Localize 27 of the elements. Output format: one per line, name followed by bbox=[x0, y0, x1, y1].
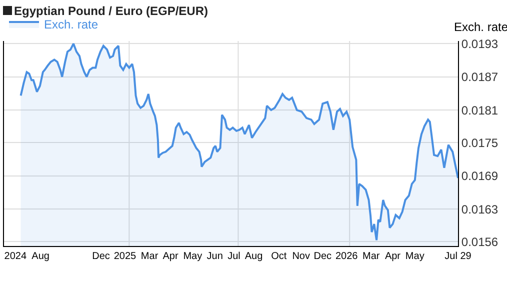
x-tick-label: May bbox=[405, 251, 424, 262]
x-tick-label: Aug bbox=[244, 251, 263, 262]
x-tick-label: Nov bbox=[292, 251, 310, 262]
x-tick-label: Mar bbox=[140, 251, 159, 262]
x-tick-label: 2025 bbox=[114, 251, 137, 262]
y-tick-label: 0.0193 bbox=[461, 36, 498, 51]
x-tick-label: 2026 bbox=[335, 251, 358, 262]
y-tick-label: 0.0169 bbox=[461, 169, 498, 184]
x-tick-label: 2024 bbox=[4, 251, 27, 262]
x-tick-label: Aug bbox=[32, 251, 50, 262]
x-tick-label: Jul 29 bbox=[444, 251, 472, 262]
x-tick-label: Oct bbox=[271, 251, 287, 262]
y-tick-label: 0.0181 bbox=[461, 103, 498, 118]
x-tick-label: Apr bbox=[384, 251, 402, 262]
x-tick-label: Dec bbox=[314, 251, 332, 262]
y-tick-label: 0.0163 bbox=[461, 202, 498, 216]
y-tick-label: 0.0156 bbox=[461, 234, 498, 249]
x-tick-label: Mar bbox=[362, 251, 380, 262]
x-tick-label: Apr bbox=[162, 251, 179, 262]
y-tick-label: 0.0187 bbox=[461, 70, 498, 84]
x-tick-label: Jul bbox=[228, 251, 240, 262]
x-tick-label: May bbox=[183, 251, 202, 262]
chart-title: Egyptian Pound / Euro (EGP/EUR) bbox=[14, 4, 208, 18]
x-tick-label: Jun bbox=[206, 251, 223, 262]
legend-label: Exch. rate bbox=[44, 18, 98, 32]
x-tick-label: Dec bbox=[92, 251, 110, 262]
y-tick-label: 0.0175 bbox=[461, 136, 498, 150]
